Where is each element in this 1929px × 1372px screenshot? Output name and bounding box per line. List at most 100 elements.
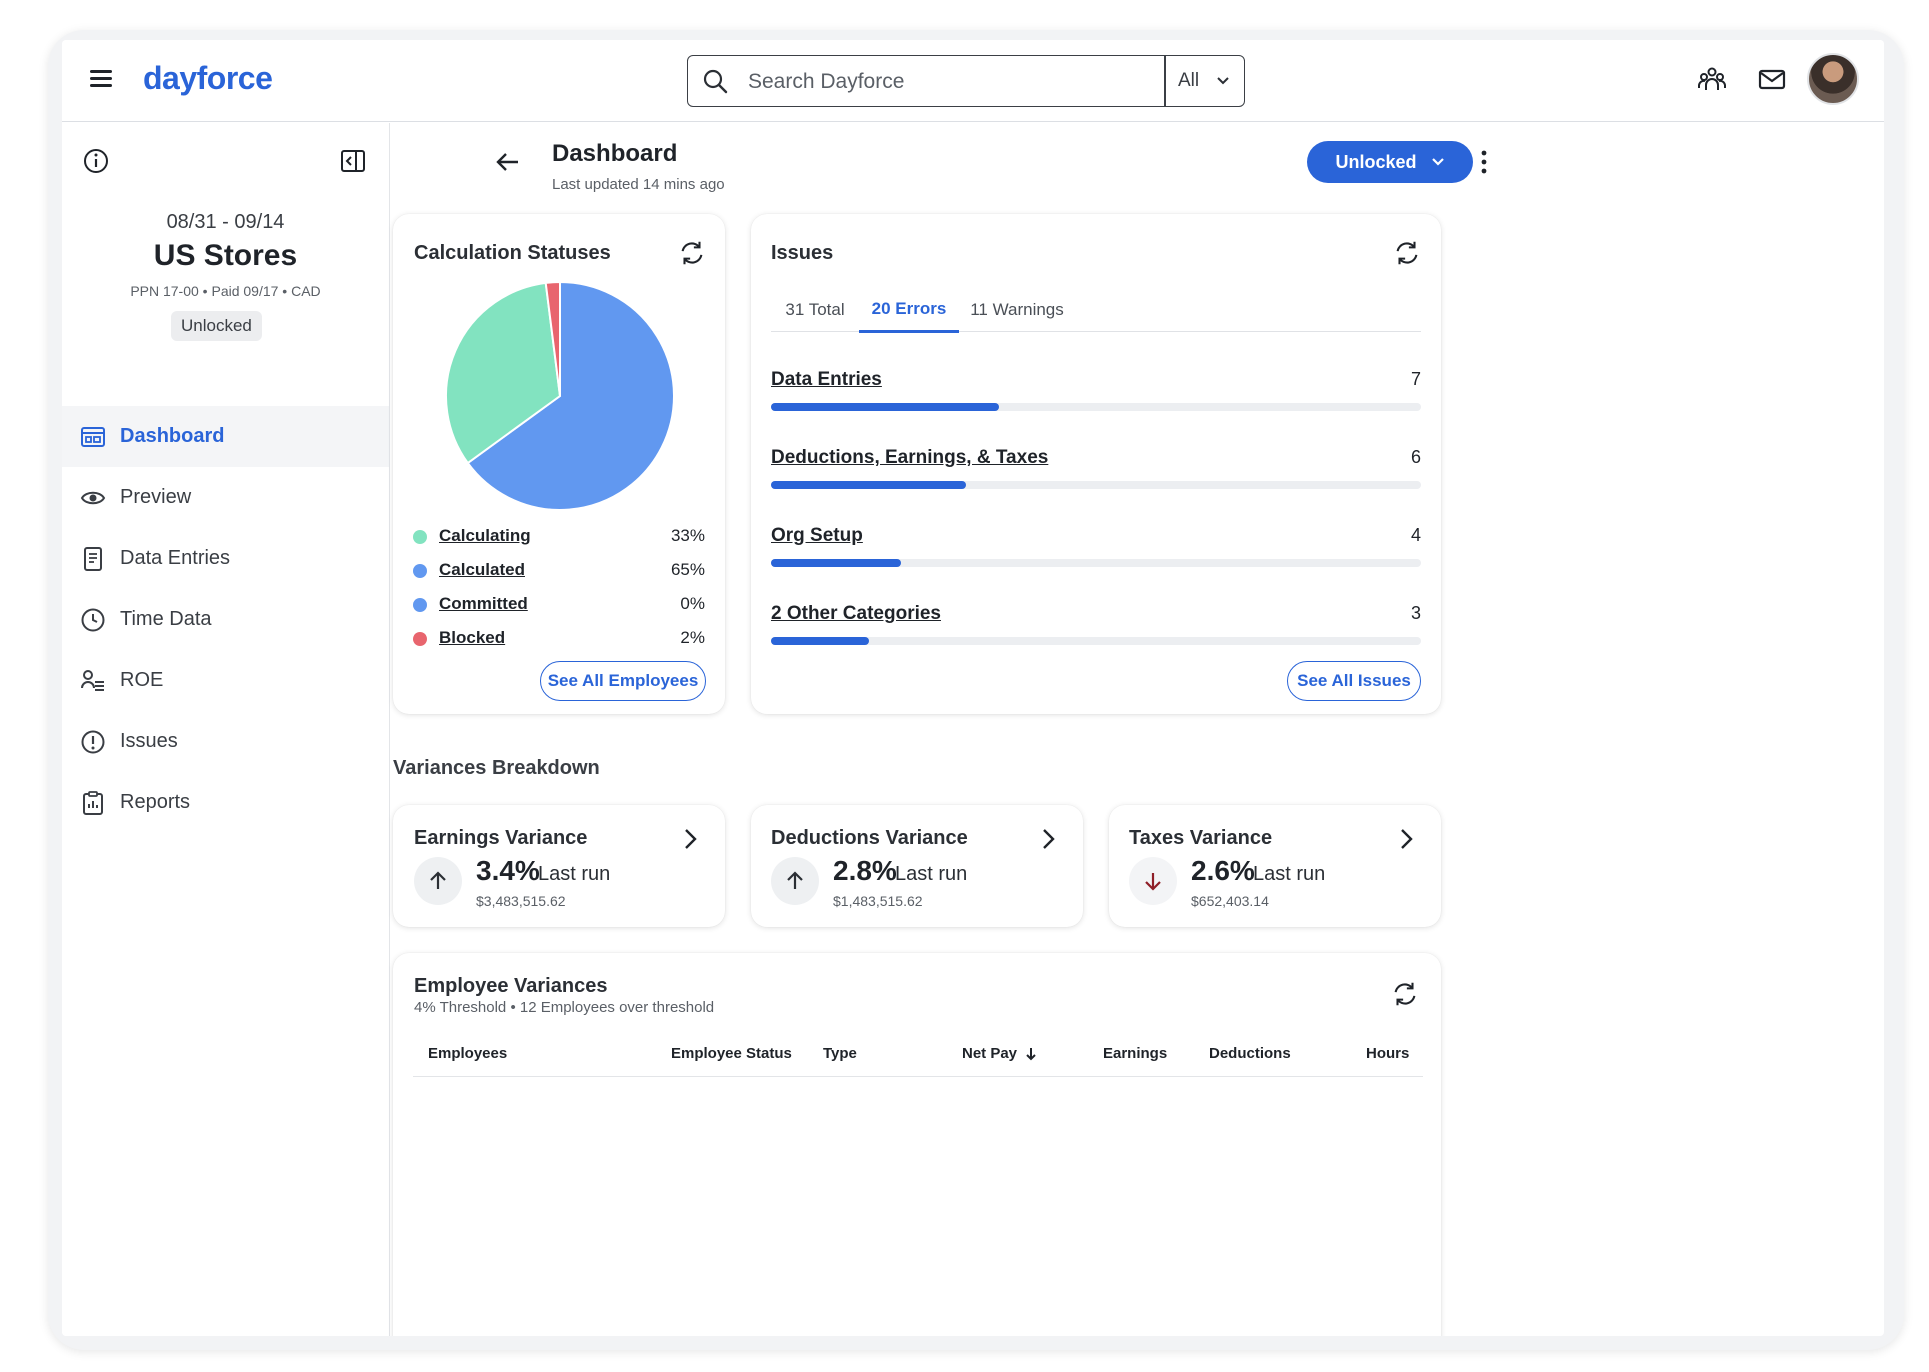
- dayforce-logo[interactable]: dayforce: [143, 60, 273, 96]
- chevron-right-icon[interactable]: [679, 827, 701, 851]
- sort-descending-icon: [1026, 1047, 1036, 1060]
- legend-item-calculating[interactable]: Calculating 33%: [413, 524, 705, 550]
- card-title: Issues: [771, 242, 834, 264]
- sidebar-item-label: Reports: [120, 791, 191, 813]
- tab-total[interactable]: 31 Total: [785, 300, 845, 319]
- column-header-earnings[interactable]: Earnings: [1103, 1045, 1168, 1062]
- issue-row-other-categories: 2 Other Categories 3: [771, 603, 1421, 653]
- sidebar-item-label: Issues: [120, 730, 178, 752]
- alert-icon: [81, 730, 105, 753]
- variance-run-label: Last run: [895, 863, 968, 885]
- sidebar-nav: Dashboard Preview Data Entries Time Data…: [62, 406, 389, 833]
- legend-label[interactable]: Calculated: [439, 560, 525, 579]
- collapse-panel-icon[interactable]: [339, 147, 367, 175]
- mail-icon[interactable]: [1757, 64, 1787, 94]
- app-window: dayforce Search Dayforce All 08/31 - 09/…: [62, 40, 1884, 1336]
- sidebar-item-reports[interactable]: Reports: [62, 772, 389, 833]
- issue-progress-fill: [771, 481, 966, 489]
- unlocked-status-button[interactable]: Unlocked: [1307, 141, 1473, 183]
- taxes-variance-card[interactable]: Taxes Variance 2.6% Last run $652,403.14: [1109, 805, 1441, 927]
- arrow-down-icon: [1145, 873, 1161, 891]
- refresh-icon[interactable]: [1392, 238, 1422, 268]
- pay-period-dates: 08/31 - 09/14: [166, 211, 285, 233]
- status-badge: Unlocked: [171, 311, 262, 341]
- issue-progress-fill: [771, 559, 901, 567]
- roe-icon: [81, 669, 104, 691]
- clock-icon: [81, 608, 105, 631]
- pay-group-name: US Stores: [153, 239, 298, 272]
- menu-icon[interactable]: [90, 70, 112, 88]
- issue-progress-track: [771, 481, 1421, 489]
- see-all-employees-button[interactable]: See All Employees: [540, 661, 706, 701]
- legend-label[interactable]: Blocked: [439, 628, 506, 647]
- issue-row-org-setup: Org Setup 4: [771, 525, 1421, 575]
- status-button-label: Unlocked: [1335, 151, 1417, 172]
- variance-title: Taxes Variance: [1129, 827, 1273, 849]
- see-all-issues-button[interactable]: See All Issues: [1287, 661, 1421, 701]
- issue-category-link[interactable]: Data Entries: [771, 369, 882, 390]
- search-scope-select[interactable]: All: [1178, 70, 1200, 91]
- arrow-up-icon: [787, 871, 803, 889]
- search-input[interactable]: Search Dayforce: [748, 70, 905, 93]
- issues-card: Issues 31 Total 20 Errors 11 Warnings Da…: [751, 214, 1441, 714]
- issue-category-link[interactable]: 2 Other Categories: [771, 603, 941, 624]
- sidebar-item-data-entries[interactable]: Data Entries: [62, 528, 389, 589]
- legend-value: 33%: [670, 526, 705, 545]
- tab-errors[interactable]: 20 Errors: [859, 288, 959, 333]
- legend-value: 65%: [670, 560, 705, 579]
- chevron-right-icon[interactable]: [1395, 827, 1417, 851]
- legend-item-committed[interactable]: Committed 0%: [413, 592, 705, 618]
- sidebar-item-label: Dashboard: [120, 425, 225, 447]
- sidebar-item-label: Time Data: [120, 608, 212, 630]
- refresh-icon[interactable]: [1390, 979, 1420, 1009]
- chevron-right-icon[interactable]: [1037, 827, 1059, 851]
- column-header-employees[interactable]: Employees: [428, 1045, 508, 1062]
- pie-slice-blocked[interactable]: [544, 280, 561, 397]
- legend-item-calculated[interactable]: Calculated 65%: [413, 558, 705, 584]
- column-header-employee-status[interactable]: Employee Status: [671, 1045, 792, 1062]
- issue-category-link[interactable]: Deductions, Earnings, & Taxes: [771, 447, 1049, 468]
- trend-indicator: [771, 857, 819, 905]
- variance-run-label: Last run: [1253, 863, 1326, 885]
- sidebar-item-dashboard[interactable]: Dashboard: [62, 406, 389, 467]
- top-bar: dayforce Search Dayforce All: [62, 40, 1884, 122]
- employee-variances-card: Employee Variances 4% Threshold • 12 Emp…: [393, 953, 1441, 1336]
- legend-label[interactable]: Calculating: [439, 526, 531, 545]
- column-header-type[interactable]: Type: [823, 1045, 857, 1062]
- back-arrow-icon[interactable]: [494, 148, 522, 176]
- issue-progress-track: [771, 637, 1421, 645]
- card-title: Calculation Statuses: [414, 242, 611, 264]
- refresh-icon[interactable]: [677, 238, 707, 268]
- sidebar-item-roe[interactable]: ROE: [62, 650, 389, 711]
- info-icon[interactable]: [82, 147, 110, 175]
- sidebar-item-label: Preview: [120, 486, 192, 508]
- deductions-variance-card[interactable]: Deductions Variance 2.8% Last run $1,483…: [751, 805, 1083, 927]
- trend-indicator: [1129, 857, 1177, 905]
- people-icon[interactable]: [1697, 64, 1727, 94]
- column-header-hours[interactable]: Hours: [1366, 1045, 1410, 1062]
- employee-variances-subtitle: 4% Threshold • 12 Employees over thresho…: [414, 999, 715, 1016]
- sidebar: 08/31 - 09/14 US Stores PPN 17-00 • Paid…: [62, 123, 390, 1336]
- issue-progress-fill: [771, 637, 869, 645]
- variance-amount: $652,403.14: [1191, 893, 1269, 909]
- tab-warnings[interactable]: 11 Warnings: [970, 300, 1064, 319]
- pie-slice-calculated[interactable]: [466, 280, 675, 511]
- section-title: Variances Breakdown: [393, 757, 600, 779]
- search-bar[interactable]: Search Dayforce All: [687, 55, 1245, 107]
- more-options-icon[interactable]: [1474, 146, 1494, 178]
- user-avatar[interactable]: [1807, 53, 1859, 105]
- legend-item-blocked[interactable]: Blocked 2%: [413, 626, 705, 652]
- chevron-down-icon[interactable]: [1216, 75, 1230, 87]
- dashboard-icon: [81, 426, 105, 447]
- page-subtitle: Last updated 14 mins ago: [552, 176, 725, 193]
- pie-slice-calculating[interactable]: [445, 281, 562, 465]
- column-header-deductions[interactable]: Deductions: [1209, 1045, 1291, 1062]
- earnings-variance-card[interactable]: Earnings Variance 3.4% Last run $3,483,5…: [393, 805, 725, 927]
- column-header-net-pay[interactable]: Net Pay: [962, 1045, 1037, 1062]
- sidebar-item-issues[interactable]: Issues: [62, 711, 389, 772]
- sidebar-item-preview[interactable]: Preview: [62, 467, 389, 528]
- legend-value: 0%: [680, 594, 705, 613]
- sidebar-item-time-data[interactable]: Time Data: [62, 589, 389, 650]
- legend-label[interactable]: Committed: [439, 594, 528, 613]
- issue-category-link[interactable]: Org Setup: [771, 525, 863, 546]
